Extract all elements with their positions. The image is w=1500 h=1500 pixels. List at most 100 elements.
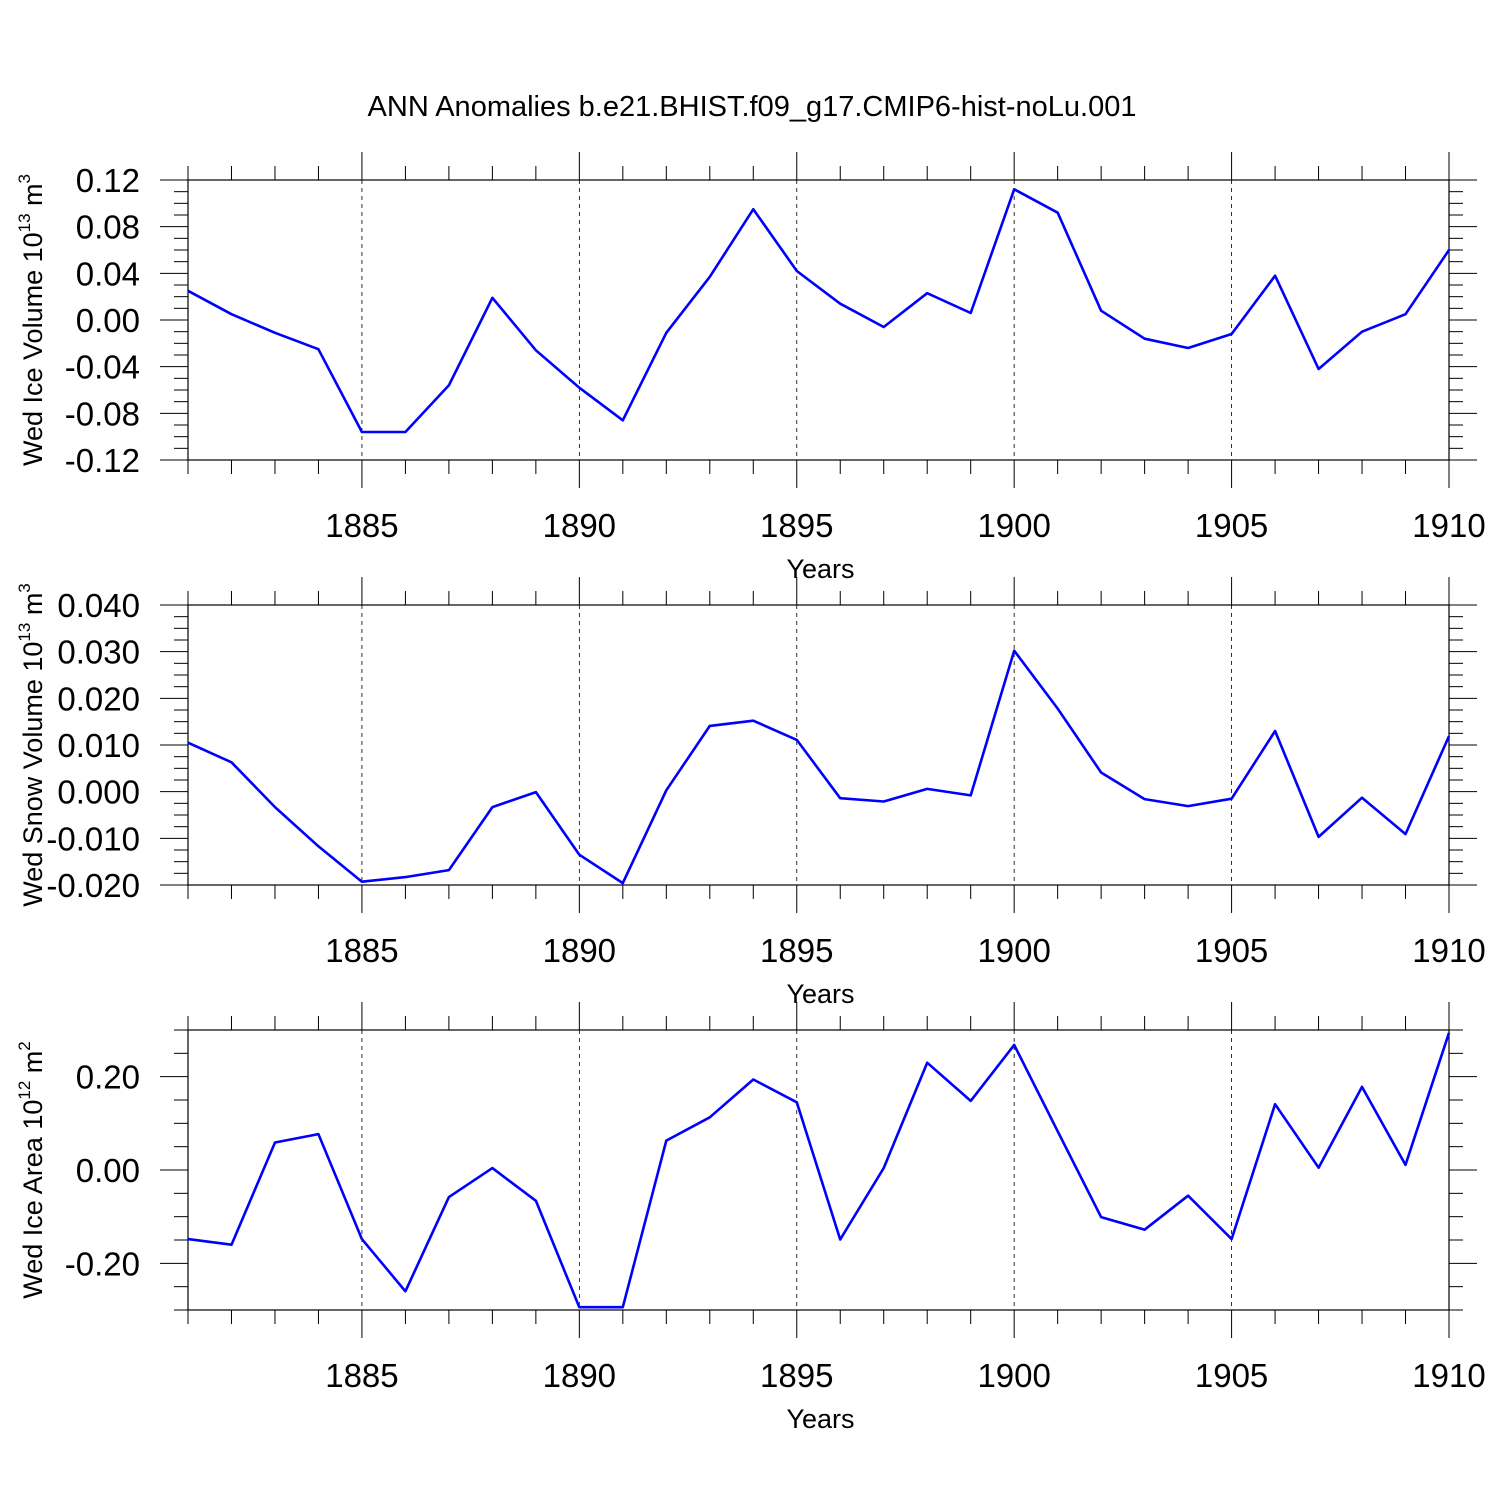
data-point xyxy=(1230,1238,1232,1240)
data-point xyxy=(1404,313,1406,315)
data-point xyxy=(1317,1166,1319,1168)
y-axis-title: Wed Snow Volume 1013 m3 xyxy=(15,583,48,907)
data-point xyxy=(1361,330,1363,332)
plot-frame xyxy=(187,179,1450,461)
data-point xyxy=(839,302,841,304)
data-point xyxy=(491,297,493,299)
data-point xyxy=(535,1200,537,1202)
data-point xyxy=(1448,1032,1450,1034)
data-point xyxy=(1013,650,1015,652)
y-tick-label: -0.010 xyxy=(46,820,140,857)
data-point xyxy=(1187,805,1189,807)
data-point xyxy=(187,741,189,743)
data-point xyxy=(1230,797,1232,799)
data-point xyxy=(361,431,363,433)
data-point xyxy=(926,1061,928,1063)
panels: 1885 1890 1895 1900 1905 1910 Years 0.12 0.08 0.0… xyxy=(15,152,1486,1434)
y-axis-title-text: Wed Ice Volume 10 xyxy=(18,232,48,466)
x-tick-label: 1885 xyxy=(325,932,398,969)
y-axis-title-unit: m xyxy=(18,183,48,213)
series-line xyxy=(187,188,1451,434)
x-tick-label: 1910 xyxy=(1412,507,1485,544)
data-point xyxy=(969,312,971,314)
series-line xyxy=(187,1032,1451,1309)
y-axis-title-unit-exponent: 2 xyxy=(15,1041,34,1050)
x-tick-label: 1905 xyxy=(1195,932,1268,969)
y-axis-title: Wed Ice Volume 1013 m3 xyxy=(15,174,48,466)
panel-2: 1885 1890 1895 1900 1905 1910 Years 0.040 0.030 0… xyxy=(15,577,1486,1009)
data-point xyxy=(230,1243,232,1245)
data-point xyxy=(1143,1229,1145,1231)
y-tick-label: 0.010 xyxy=(57,727,140,764)
x-tick-label: 1885 xyxy=(325,507,398,544)
data-point xyxy=(752,1078,754,1080)
data-point xyxy=(839,797,841,799)
data-point xyxy=(1404,1164,1406,1166)
x-tick-label: 1890 xyxy=(543,507,616,544)
data-point xyxy=(361,1238,363,1240)
y-tick-label: -0.08 xyxy=(65,395,140,432)
data-point xyxy=(1230,333,1232,335)
x-tick-label: 1895 xyxy=(760,932,833,969)
data-point xyxy=(1013,188,1015,190)
data-point xyxy=(796,270,798,272)
y-tick-label: 0.04 xyxy=(76,255,140,292)
x-tick-label: 1885 xyxy=(325,1357,398,1394)
data-point xyxy=(404,431,406,433)
data-point xyxy=(665,1139,667,1141)
plot-frame xyxy=(187,604,1450,886)
x-tick-label: 1890 xyxy=(543,1357,616,1394)
data-point xyxy=(491,1167,493,1169)
y-axis-title-unit-exponent: 3 xyxy=(15,174,34,183)
panel-3: 1885 1890 1895 1900 1905 1910 Years 0.20 0.00 -0.… xyxy=(15,1002,1486,1434)
y-tick-label: 0.030 xyxy=(57,634,140,671)
y-tick-label: 0.000 xyxy=(57,774,140,811)
data-point xyxy=(361,881,363,883)
data-point xyxy=(1056,707,1058,709)
x-tick-label: 1890 xyxy=(543,932,616,969)
x-tick-label: 1895 xyxy=(760,507,833,544)
data-point xyxy=(1361,1086,1363,1088)
data-point xyxy=(926,292,928,294)
data-point xyxy=(274,806,276,808)
series-line xyxy=(187,649,1451,885)
data-point xyxy=(883,1167,885,1169)
x-tick-label: 1905 xyxy=(1195,507,1268,544)
data-point xyxy=(622,1306,624,1308)
data-point xyxy=(1317,836,1319,838)
data-point xyxy=(1013,1044,1015,1046)
data-point xyxy=(1187,347,1189,349)
y-tick-label: 0.040 xyxy=(57,587,140,624)
data-point xyxy=(883,326,885,328)
data-point xyxy=(1448,735,1450,737)
y-axis-title-exponent: 13 xyxy=(15,213,34,232)
data-point xyxy=(1100,309,1102,311)
x-tick-label: 1900 xyxy=(977,1357,1050,1394)
data-point xyxy=(622,419,624,421)
data-point xyxy=(1361,797,1363,799)
data-point xyxy=(796,1101,798,1103)
y-tick-label: 0.00 xyxy=(76,302,140,339)
y-axis-title-unit: m xyxy=(18,593,48,623)
x-tick-label: 1895 xyxy=(760,1357,833,1394)
data-point xyxy=(709,276,711,278)
data-point xyxy=(622,882,624,884)
data-point xyxy=(969,1100,971,1102)
data-point xyxy=(752,720,754,722)
data-point xyxy=(665,789,667,791)
data-point xyxy=(839,1238,841,1240)
x-axis-title: Years xyxy=(786,554,854,584)
y-tick-label: 0.020 xyxy=(57,680,140,717)
data-point xyxy=(230,313,232,315)
x-tick-label: 1910 xyxy=(1412,932,1485,969)
y-tick-label: 0.00 xyxy=(76,1152,140,1189)
y-tick-label: -0.20 xyxy=(65,1245,140,1282)
y-axis-title-exponent: 13 xyxy=(15,623,34,642)
y-tick-label: -0.12 xyxy=(65,442,140,479)
data-point xyxy=(578,853,580,855)
data-point xyxy=(578,386,580,388)
data-point xyxy=(578,1306,580,1308)
data-point xyxy=(1143,798,1145,800)
data-point xyxy=(1100,771,1102,773)
